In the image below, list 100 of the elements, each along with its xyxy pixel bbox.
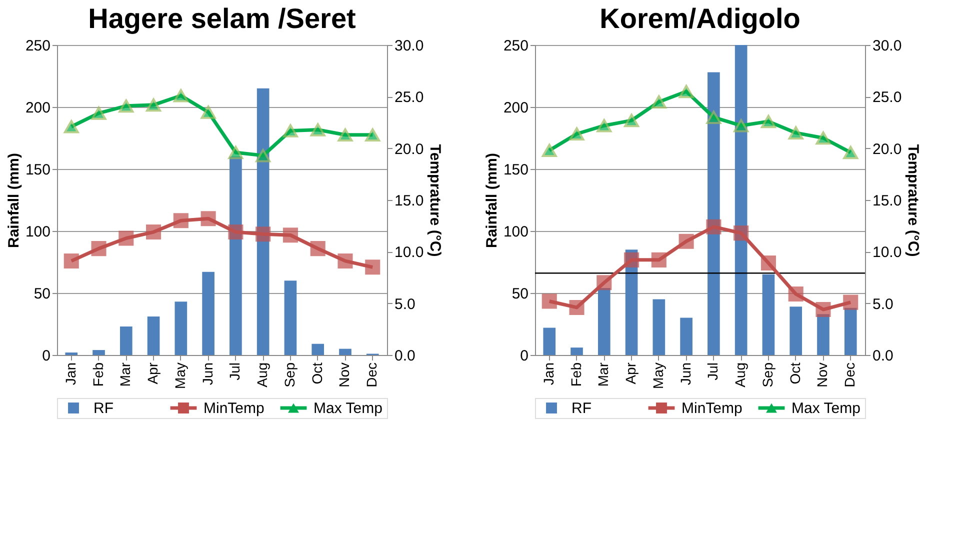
point [706,219,722,234]
y-tick-label: 0 [42,348,50,364]
point [734,226,749,241]
y2-tick-label: 10.0 [394,244,424,262]
point [91,241,106,256]
point [228,224,244,240]
y-axis-title: Rainfall (mm) [483,152,500,248]
legend-label: RF [94,400,114,417]
y2-tick-label: 5.0 [872,296,894,313]
x-tick-label: Jul [704,362,721,380]
y2-tick-label: 20.0 [394,140,424,158]
point [843,294,858,310]
point [310,123,326,136]
point [843,146,858,160]
point [282,124,298,138]
x-tick-label: Oct [308,362,325,384]
bar [174,302,188,355]
point [228,146,244,160]
y2-tick-label: 0.0 [872,348,894,364]
bar [844,308,857,355]
chart-title: Hagere selam /Seret [88,3,356,34]
point [651,95,666,108]
point [569,127,584,141]
bar [680,318,692,355]
y-tick-label: 200 [25,100,50,116]
x-tick-label: Mar [595,362,612,387]
point [173,213,188,228]
y-tick-label: 50 [512,286,528,302]
y-tick-label: 100 [503,224,528,240]
x-tick-label: Jan [540,362,556,386]
y2-tick-label: 15.0 [394,192,424,210]
point [596,275,612,290]
bar [312,344,324,355]
bar [762,274,775,355]
x-tick-label: Mar [117,362,134,387]
point [706,110,722,124]
bar [92,350,105,355]
x-tick-label: Feb [568,362,584,387]
point [760,114,776,128]
point [146,98,162,112]
point [282,228,298,243]
y2-tick-label: 30.0 [872,38,902,54]
x-tick-label: Dec [364,362,380,388]
point [542,294,557,309]
point [678,84,694,98]
bar [598,288,610,355]
point [64,253,79,268]
y2-tick-label: 30.0 [394,38,424,54]
point [624,252,640,268]
legend-label: Max Temp [792,400,860,417]
point [569,300,584,315]
bar [339,348,352,355]
y2-tick-label: 10.0 [872,244,902,262]
y-tick-label: 150 [503,162,528,178]
bar [790,306,802,355]
y-tick-label: 100 [25,224,50,240]
point [118,99,134,113]
point [678,234,694,249]
point [200,106,216,119]
point [338,253,353,268]
point [651,252,666,268]
x-tick-label: Jul [226,362,243,380]
point [788,286,804,302]
point [118,230,134,246]
point [64,120,79,134]
x-tick-label: Apr [144,362,161,384]
x-tick-label: Aug [732,362,748,388]
point [760,256,776,271]
bar [817,314,830,355]
x-tick-label: Sep [281,362,298,388]
y2-tick-label: 0.0 [394,348,416,364]
point [624,114,640,128]
point [542,144,557,158]
y2-tick-label: 20.0 [872,140,902,158]
point [91,106,106,120]
bar [230,156,242,355]
x-tick-label: Feb [90,362,106,387]
point [200,211,216,226]
legend-label: MinTemp [682,400,742,417]
x-tick-label: Nov [814,362,830,388]
bar [284,280,297,355]
point [146,224,162,240]
y-tick-label: 200 [503,100,528,116]
x-tick-label: Apr [622,362,639,384]
x-tick-label: Dec [842,362,858,388]
bar [147,316,160,355]
x-tick-label: Aug [254,362,270,388]
point [365,128,380,142]
y2-tick-label: 15.0 [872,192,902,210]
y-tick-label: 250 [503,38,528,54]
bar [652,299,666,355]
x-tick-label: Jun [677,362,694,386]
x-tick-label: May [172,362,188,389]
point [365,260,380,275]
legend-label: RF [572,400,592,417]
point [734,118,749,132]
point [256,226,271,242]
y-axis-title: Rainfall (mm) [5,152,22,248]
point [338,128,353,142]
y2-axis-title: Temprature (°C) [904,144,922,257]
